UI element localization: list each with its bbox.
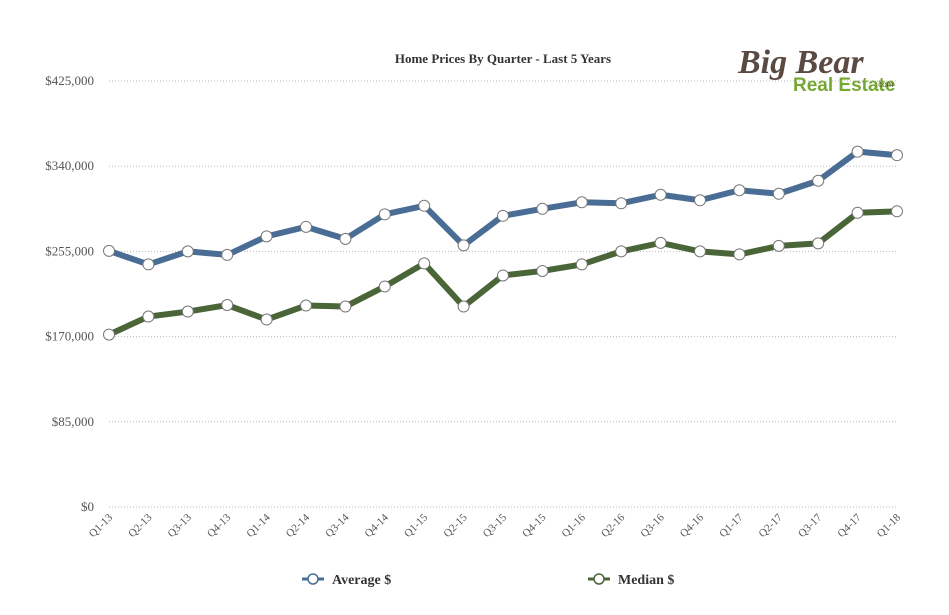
x-tick-label: Q2-15 <box>441 511 470 540</box>
data-point[interactable] <box>694 245 706 258</box>
data-point[interactable] <box>575 196 588 209</box>
data-point[interactable] <box>457 239 470 252</box>
y-tick-label: $0 <box>81 499 94 514</box>
series-layer <box>103 145 903 341</box>
data-point[interactable] <box>378 280 391 293</box>
data-point[interactable] <box>142 258 155 271</box>
data-point[interactable] <box>497 269 509 282</box>
x-tick-label: Q1-15 <box>402 511 431 540</box>
data-point[interactable] <box>851 206 864 219</box>
x-tick-label: Q4-14 <box>363 511 392 540</box>
x-tick-label: Q3-15 <box>481 511 510 540</box>
logo-dot-com: .com <box>876 80 894 89</box>
x-tick-label: Q1-14 <box>244 511 273 540</box>
data-point[interactable] <box>181 305 194 318</box>
data-point[interactable] <box>142 310 155 323</box>
data-point[interactable] <box>851 145 864 158</box>
x-tick-label: Q1-18 <box>875 511 904 540</box>
data-point[interactable] <box>772 239 785 252</box>
data-point[interactable] <box>772 187 785 200</box>
data-point[interactable] <box>260 313 273 326</box>
brand-logo: Big Bear Real Estate .com <box>737 44 895 96</box>
data-point[interactable] <box>812 174 825 187</box>
x-tick-label: Q4-17 <box>835 511 864 540</box>
x-tick-label: Q4-16 <box>678 511 707 540</box>
data-point[interactable] <box>221 248 234 261</box>
x-tick-label: Q2-17 <box>757 511 786 540</box>
data-point[interactable] <box>615 245 628 258</box>
data-point[interactable] <box>891 205 903 218</box>
series-median <box>103 205 903 341</box>
data-point[interactable] <box>575 258 588 271</box>
data-point[interactable] <box>300 220 312 233</box>
x-tick-label: Q3-16 <box>638 511 667 540</box>
data-point[interactable] <box>891 149 903 162</box>
legend-item-average[interactable]: Average $ <box>302 573 391 588</box>
series-average <box>103 145 903 271</box>
data-point[interactable] <box>733 184 746 197</box>
logo-real-estate: Real Estate <box>793 75 895 96</box>
data-point[interactable] <box>536 202 549 215</box>
x-tick-label: Q4-15 <box>520 511 549 540</box>
x-tick-label: Q2-13 <box>126 511 155 540</box>
x-tick-label: Q1-17 <box>717 511 746 540</box>
data-point[interactable] <box>497 209 509 222</box>
legend: Average $ Median $ <box>302 573 674 588</box>
data-point[interactable] <box>694 194 706 207</box>
x-tick-label: Q1-13 <box>87 511 116 540</box>
x-tick-label: Q3-14 <box>323 511 352 540</box>
x-tick-label: Q3-13 <box>166 511 195 540</box>
legend-marker-median <box>593 573 605 585</box>
data-point[interactable] <box>221 299 234 312</box>
x-tick-label: Q2-14 <box>284 511 313 540</box>
x-axis: Q1-13 Q2-13 Q3-13 Q4-13 Q1-14 Q2-14 Q3-14 Q4-14… <box>87 511 904 540</box>
y-axis: $0 $85,000 $170,000 $255,000 $340,000 $425,00… <box>45 73 94 514</box>
data-point[interactable] <box>418 199 431 212</box>
legend-label-average: Average $ <box>332 573 391 588</box>
gridlines <box>109 80 897 508</box>
data-point[interactable] <box>378 208 391 221</box>
data-point[interactable] <box>654 236 667 249</box>
data-point[interactable] <box>103 244 115 257</box>
data-point[interactable] <box>654 188 667 201</box>
data-point[interactable] <box>300 299 312 312</box>
y-tick-label: $425,000 <box>45 73 94 88</box>
data-point[interactable] <box>536 264 549 277</box>
x-tick-label: Q3-17 <box>796 511 825 540</box>
chart-title: Home Prices By Quarter - Last 5 Years <box>395 51 611 66</box>
logo-big-bear: Big Bear <box>737 44 864 81</box>
data-point[interactable] <box>733 248 746 261</box>
y-tick-label: $255,000 <box>45 243 94 258</box>
data-point[interactable] <box>812 237 825 250</box>
x-tick-label: Q1-16 <box>560 511 589 540</box>
data-point[interactable] <box>615 197 628 210</box>
data-point[interactable] <box>181 245 194 258</box>
y-tick-label: $170,000 <box>45 329 94 344</box>
y-tick-label: $340,000 <box>45 158 94 173</box>
data-point[interactable] <box>457 300 470 313</box>
y-tick-label: $85,000 <box>52 414 94 429</box>
legend-label-median: Median $ <box>618 573 674 588</box>
x-tick-label: Q4-13 <box>205 511 234 540</box>
data-point[interactable] <box>103 328 115 341</box>
data-point[interactable] <box>339 232 352 245</box>
data-point[interactable] <box>260 230 273 243</box>
data-point[interactable] <box>418 257 431 270</box>
data-point[interactable] <box>339 300 352 313</box>
x-tick-label: Q2-16 <box>599 511 628 540</box>
legend-item-median[interactable]: Median $ <box>588 573 674 588</box>
legend-marker-average <box>307 573 319 585</box>
